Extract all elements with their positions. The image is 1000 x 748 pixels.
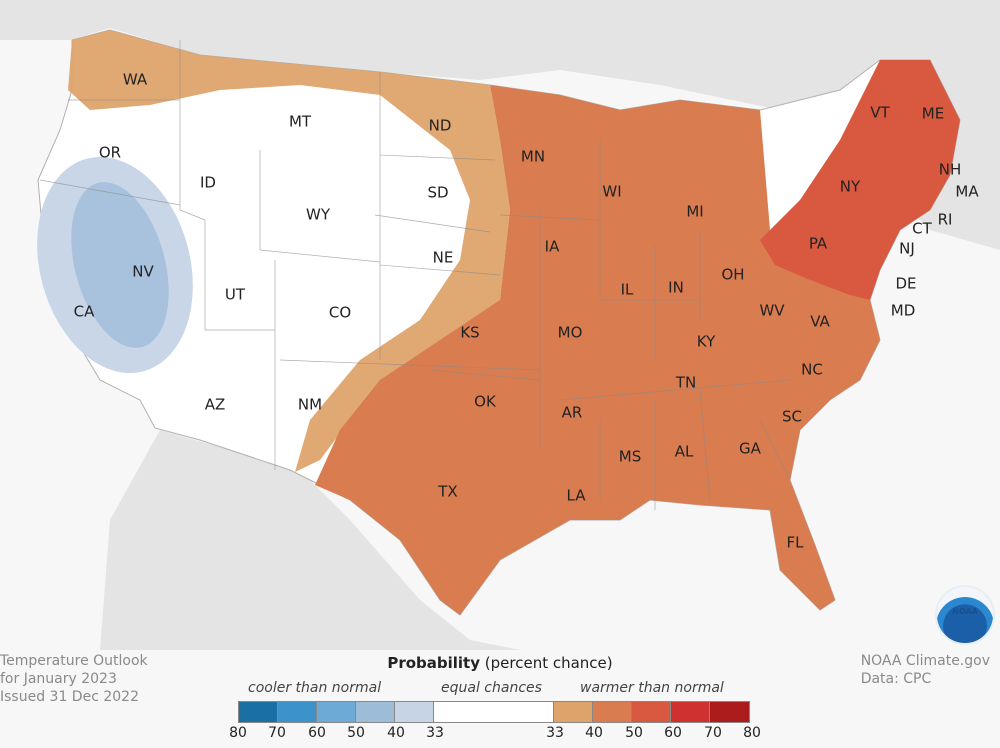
noaa-logo-icon: NOAA: [935, 585, 995, 645]
warm-50-60-region: [760, 60, 960, 300]
state-label-md: MD: [891, 302, 916, 320]
legend-title-bold: Probability: [387, 654, 481, 672]
legend-tick: 80: [229, 725, 247, 741]
state-label-ia: IA: [545, 238, 560, 256]
warm-33-40-region: [68, 30, 510, 472]
legend-tick: 80: [743, 725, 761, 741]
state-label-mt: MT: [289, 113, 312, 131]
state-label-la: LA: [567, 487, 587, 505]
state-label-tn: TN: [675, 374, 696, 392]
logo-text: NOAA: [952, 607, 978, 616]
legend-tick: 60: [664, 725, 682, 741]
state-label-ri: RI: [938, 211, 953, 229]
state-label-id: ID: [200, 174, 216, 192]
state-label-nd: ND: [429, 117, 452, 135]
state-label-ct: CT: [912, 220, 932, 238]
credit-line1: NOAA Climate.gov: [860, 653, 990, 669]
legend-tick: 33: [426, 725, 444, 741]
state-label-ne: NE: [433, 249, 454, 267]
legend-title: Probability (percent chance): [240, 654, 760, 672]
state-label-ar: AR: [562, 404, 583, 422]
state-label-nh: NH: [939, 161, 962, 179]
state-label-wa: WA: [123, 71, 148, 89]
surrounding-land: [0, 0, 1000, 250]
state-label-nj: NJ: [899, 240, 915, 258]
state-label-wv: WV: [759, 302, 785, 320]
state-label-mi: MI: [686, 203, 703, 221]
state-label-il: IL: [621, 281, 634, 299]
legend-swatch: [434, 702, 554, 722]
warm-40-50-region: [315, 85, 880, 615]
legend-swatch: [278, 702, 317, 722]
state-label-co: CO: [329, 304, 351, 322]
state-label-ma: MA: [955, 183, 979, 201]
legend-swatch: [356, 702, 395, 722]
legend-swatch: [632, 702, 671, 722]
state-label-sc: SC: [782, 408, 802, 426]
legend-tick: 40: [387, 725, 405, 741]
cool-40-50-region: [71, 182, 169, 348]
state-label-ga: GA: [739, 440, 762, 458]
credit-line2: Data: CPC: [860, 671, 932, 687]
legend-swatch: [593, 702, 632, 722]
legend-swatch: [239, 702, 278, 722]
legend-swatch: [395, 702, 434, 722]
legend-tick: 33: [546, 725, 564, 741]
state-label-in: IN: [668, 279, 684, 297]
state-label-sd: SD: [427, 184, 448, 202]
state-label-ca: CA: [74, 303, 95, 321]
caption-line3: Issued 31 Dec 2022: [0, 689, 139, 705]
legend-tick: 50: [347, 725, 365, 741]
state-boundaries: [39, 40, 791, 510]
caption-line1: Temperature Outlook: [0, 653, 148, 669]
legend-tick: 60: [308, 725, 326, 741]
legend-swatch: [317, 702, 356, 722]
state-label-az: AZ: [205, 396, 226, 414]
mexico-land: [100, 430, 520, 650]
legend-tick: 40: [585, 725, 603, 741]
credit-block: NOAA Climate.gov Data: CPC: [861, 652, 990, 688]
state-label-ny: NY: [840, 178, 861, 196]
state-label-ms: MS: [619, 448, 641, 466]
state-label-mn: MN: [521, 148, 545, 166]
legend-tick: 70: [704, 725, 722, 741]
state-label-vt: VT: [870, 104, 890, 122]
legend-swatch: [710, 702, 749, 722]
state-label-me: ME: [922, 105, 944, 123]
state-label-tx: TX: [437, 483, 457, 501]
state-label-fl: FL: [787, 534, 805, 552]
state-label-ky: KY: [697, 333, 716, 351]
caption-line2: for January 2023: [0, 671, 117, 687]
state-label-ok: OK: [474, 393, 497, 411]
state-label-or: OR: [99, 144, 121, 162]
legend-swatch: [554, 702, 593, 722]
legend-tick: 70: [268, 725, 286, 741]
legend-title-rest: (percent chance): [480, 654, 613, 672]
state-label-wy: WY: [306, 206, 331, 224]
state-label-mo: MO: [558, 324, 583, 342]
legend-swatch: [671, 702, 710, 722]
legend-warmer-label: warmer than normal: [580, 680, 724, 696]
state-label-ut: UT: [225, 286, 246, 304]
state-label-wi: WI: [602, 183, 621, 201]
state-label-ks: KS: [460, 324, 479, 342]
state-labels: WA OR CA NV ID MT WY UT AZ CO NM ND SD NE KS OK TX MN IA MO…: [74, 71, 980, 552]
legend-tick: 50: [625, 725, 643, 741]
state-label-nm: NM: [298, 396, 322, 414]
outlook-caption: Temperature Outlook for January 2023 Iss…: [0, 652, 148, 706]
state-label-de: DE: [895, 275, 916, 293]
legend-cooler-label: cooler than normal: [248, 680, 382, 696]
legend-color-bar: [238, 701, 750, 723]
state-label-nc: NC: [801, 361, 823, 379]
state-label-pa: PA: [809, 235, 828, 253]
outlook-map: [0, 0, 1000, 650]
state-label-al: AL: [675, 443, 694, 461]
state-label-oh: OH: [721, 266, 744, 284]
legend-equal-label: equal chances: [441, 680, 542, 696]
state-label-nv: NV: [132, 263, 154, 281]
state-label-va: VA: [810, 313, 830, 331]
